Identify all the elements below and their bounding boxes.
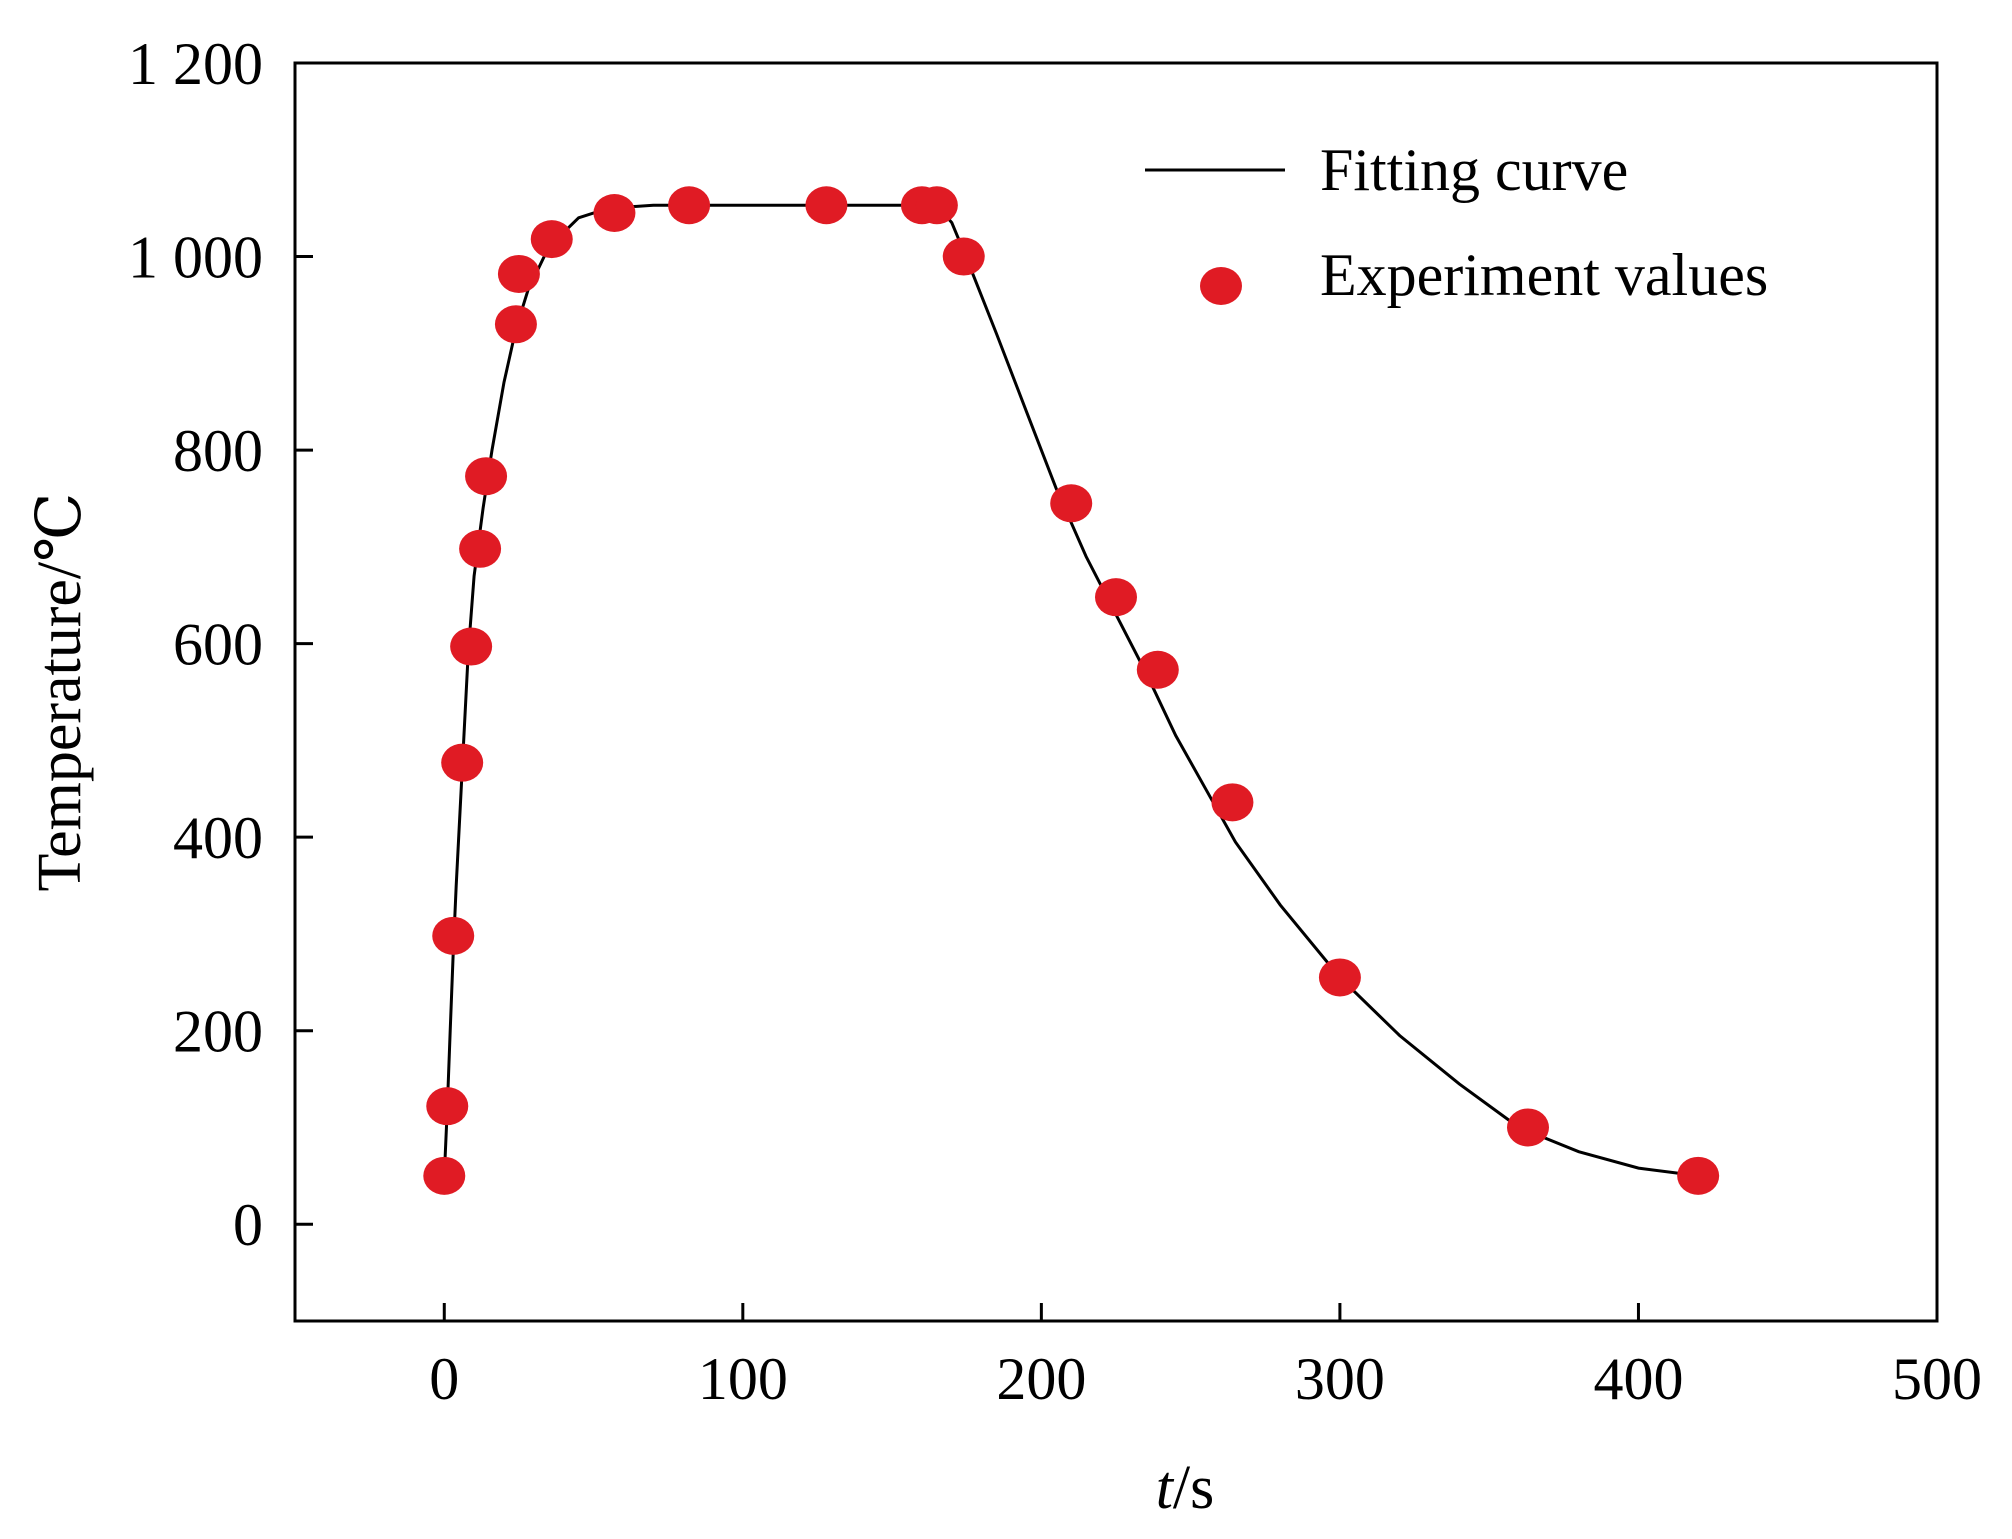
fitting-curve-line [442,203,1699,1178]
x-tick-label: 500 [1892,1346,1982,1412]
experiment-point [497,254,540,293]
experiment-point [432,916,475,955]
experiment-point [1211,783,1254,822]
y-tick-label: 600 [173,612,263,678]
experiment-point [465,457,508,496]
x-axis-separator: / [1173,1454,1191,1522]
x-tick-label: 100 [698,1346,788,1412]
experiment-point [805,186,848,225]
x-axis-title: t/s [1156,1454,1215,1522]
experiment-point [915,186,958,225]
legend: Fitting curve Experiment values [1145,137,1768,308]
x-tick-label: 200 [996,1346,1086,1412]
y-axis-ticks: 0 200 400 600 800 1 000 1 200 [128,31,313,1258]
x-tick-label: 300 [1295,1346,1385,1412]
x-tick-label: 400 [1593,1346,1683,1412]
experiment-point [593,193,636,232]
y-tick-label: 1 000 [128,225,263,291]
experiment-point [1136,650,1179,689]
experiment-point [494,305,537,344]
experiment-point [1318,958,1361,997]
experiment-point [1677,1156,1720,1195]
experiment-point [1050,484,1093,523]
legend-point-swatch [1200,267,1242,305]
experiment-point [450,627,493,666]
experiment-point [423,1156,466,1195]
experiment-point [668,186,711,225]
experiment-points [423,186,1720,1195]
experiment-point [530,220,573,259]
experiment-point [1095,578,1137,617]
x-axis-unit: s [1190,1454,1214,1522]
experiment-point [459,529,502,568]
y-tick-label: 200 [173,999,263,1065]
legend-label-fitting-curve: Fitting curve [1320,137,1628,203]
x-axis-ticks: 0 100 200 300 400 500 [429,1303,1982,1412]
plot-frame [293,61,1939,1323]
y-tick-label: 1 200 [128,31,263,97]
y-tick-label: 400 [173,805,263,871]
legend-label-experiment-values: Experiment values [1320,242,1768,308]
y-tick-label: 800 [173,418,263,484]
x-axis-variable: t [1156,1454,1175,1522]
experiment-point [441,743,484,782]
x-tick-label: 0 [429,1346,459,1412]
y-axis-title: Temperature/℃ [26,493,94,892]
experiment-point [1506,1108,1549,1147]
y-tick-label: 0 [233,1192,263,1258]
experiment-point [942,237,985,276]
experiment-point [426,1087,469,1126]
